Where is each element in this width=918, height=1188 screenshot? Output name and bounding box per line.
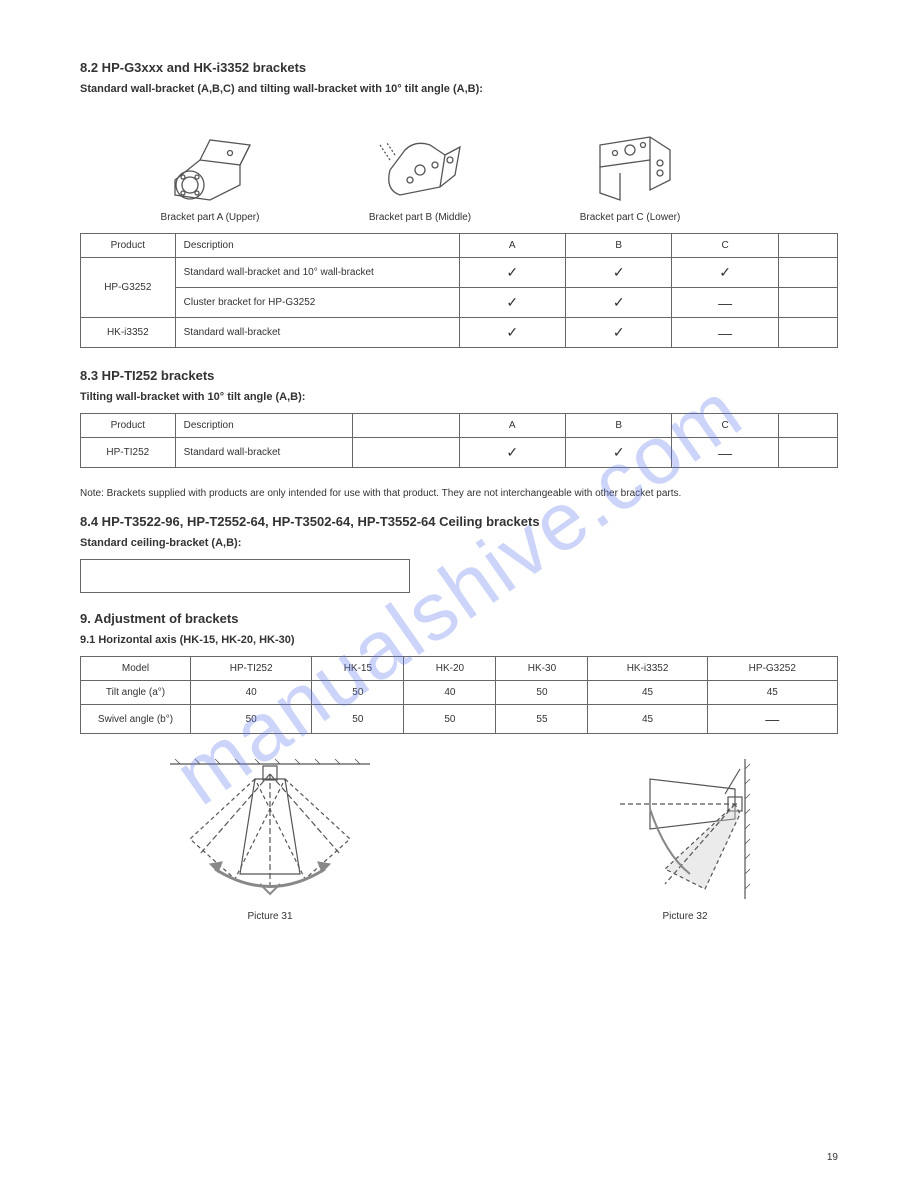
cell-check: ✓	[672, 258, 778, 288]
col-c: C	[672, 234, 778, 258]
fig-32-label: Picture 32	[610, 911, 760, 922]
cell-check: ✓	[565, 288, 671, 318]
cell-val: 45	[707, 681, 837, 705]
cell-blank	[778, 318, 837, 348]
cell-dash: —	[672, 318, 778, 348]
cell-product: HP-G3252	[81, 258, 176, 318]
section-heading-3: 8.4 HP-T3522-96, HP-T2552-64, HP-T3502-6…	[80, 514, 838, 529]
cell-check: ✓	[565, 438, 671, 468]
figure-32: Picture 32	[610, 754, 760, 922]
cell-dash: —	[672, 288, 778, 318]
col-c: C	[672, 414, 778, 438]
col-h: HK-15	[312, 657, 404, 681]
col-h: HK-i3352	[588, 657, 707, 681]
subtitle-3: Standard ceiling-bracket (A,B):	[80, 537, 838, 549]
cell-product: HP-TI252	[81, 438, 176, 468]
cell-val: 55	[496, 705, 588, 734]
cell-val: 50	[496, 681, 588, 705]
cell-blank	[353, 438, 459, 468]
cell-val: 45	[588, 681, 707, 705]
diagram-c-label: Bracket part C (Lower)	[560, 212, 700, 223]
col-blank	[353, 414, 459, 438]
bottom-figures: Picture 31 Picture 32	[80, 754, 838, 922]
table-row: Cluster bracket for HP-G3252 ✓ ✓ —	[81, 288, 838, 318]
subtitle-4: 9.1 Horizontal axis (HK-15, HK-20, HK-30…	[80, 634, 838, 646]
bracket-diagrams-row: Bracket part A (Upper) Bracket part B (M…	[140, 115, 838, 223]
col-b: B	[565, 234, 671, 258]
section-heading-4: 9. Adjustment of brackets	[80, 611, 838, 626]
diagram-b-label: Bracket part B (Middle)	[350, 212, 490, 223]
col-blank	[778, 234, 837, 258]
table-row: Tilt angle (a°) 40 50 40 50 45 45	[81, 681, 838, 705]
bracket-a-icon	[155, 115, 265, 205]
subtitle-2: Tilting wall-bracket with 10° tilt angle…	[80, 391, 838, 403]
bracket-c-icon	[575, 115, 685, 205]
col-product: Product	[81, 234, 176, 258]
cell-product: HK-i3352	[81, 318, 176, 348]
bracket-table-1: Product Description A B C HP-G3252 Stand…	[80, 233, 838, 348]
note-1: Note: Brackets supplied with products ar…	[80, 488, 838, 499]
table-row: Model HP-TI252 HK-15 HK-20 HK-30 HK-i335…	[81, 657, 838, 681]
col-product: Product	[81, 414, 176, 438]
cell-desc: Cluster bracket for HP-G3252	[175, 288, 459, 318]
row-label: Swivel angle (b°)	[81, 705, 191, 734]
tilt-diagram-icon	[610, 754, 760, 904]
col-desc: Description	[175, 234, 459, 258]
cell-blank	[778, 258, 837, 288]
ceiling-bracket-box	[80, 559, 410, 593]
section-heading-2: 8.3 HP-TI252 brackets	[80, 368, 838, 383]
cell-desc: Standard wall-bracket and 10° wall-brack…	[175, 258, 459, 288]
cell-dash: —	[707, 705, 837, 734]
figure-31: Picture 31	[160, 754, 380, 922]
cell-desc: Standard wall-bracket	[175, 318, 459, 348]
cell-val: 45	[588, 705, 707, 734]
bracket-table-2: Product Description A B C HP-TI252 Stand…	[80, 413, 838, 468]
cell-desc: Standard wall-bracket	[175, 438, 352, 468]
col-h: HP-G3252	[707, 657, 837, 681]
diagram-bracket-b: Bracket part B (Middle)	[350, 115, 490, 223]
cell-val: 40	[191, 681, 312, 705]
table-row: HP-G3252 Standard wall-bracket and 10° w…	[81, 258, 838, 288]
cell-check: ✓	[459, 258, 565, 288]
cell-val: 50	[312, 681, 404, 705]
swivel-diagram-icon	[160, 754, 380, 904]
diagram-a-label: Bracket part A (Upper)	[140, 212, 280, 223]
section-heading-1: 8.2 HP-G3xxx and HK-i3352 brackets	[80, 60, 838, 75]
table-row: HK-i3352 Standard wall-bracket ✓ ✓ —	[81, 318, 838, 348]
col-blank	[778, 414, 837, 438]
fig-31-label: Picture 31	[160, 911, 380, 922]
cell-check: ✓	[565, 318, 671, 348]
row-label: Tilt angle (a°)	[81, 681, 191, 705]
col-h: HP-TI252	[191, 657, 312, 681]
page-number: 19	[827, 1152, 838, 1163]
cell-blank	[778, 288, 837, 318]
col-model: Model	[81, 657, 191, 681]
diagram-bracket-c: Bracket part C (Lower)	[560, 115, 700, 223]
col-b: B	[565, 414, 671, 438]
col-a: A	[459, 234, 565, 258]
cell-check: ✓	[459, 318, 565, 348]
table-row: HP-TI252 Standard wall-bracket ✓ ✓ —	[81, 438, 838, 468]
cell-check: ✓	[565, 258, 671, 288]
bracket-b-icon	[365, 115, 475, 205]
cell-check: ✓	[459, 288, 565, 318]
cell-val: 40	[404, 681, 496, 705]
col-desc: Description	[175, 414, 352, 438]
cell-blank	[778, 438, 837, 468]
col-a: A	[459, 414, 565, 438]
cell-val: 50	[191, 705, 312, 734]
subtitle-1: Standard wall-bracket (A,B,C) and tiltin…	[80, 83, 838, 95]
col-h: HK-30	[496, 657, 588, 681]
cell-dash: —	[672, 438, 778, 468]
cell-check: ✓	[459, 438, 565, 468]
table-row: Product Description A B C	[81, 234, 838, 258]
col-h: HK-20	[404, 657, 496, 681]
cell-val: 50	[404, 705, 496, 734]
cell-val: 50	[312, 705, 404, 734]
angle-table: Model HP-TI252 HK-15 HK-20 HK-30 HK-i335…	[80, 656, 838, 734]
table-row: Swivel angle (b°) 50 50 50 55 45 —	[81, 705, 838, 734]
diagram-bracket-a: Bracket part A (Upper)	[140, 115, 280, 223]
table-row: Product Description A B C	[81, 414, 838, 438]
